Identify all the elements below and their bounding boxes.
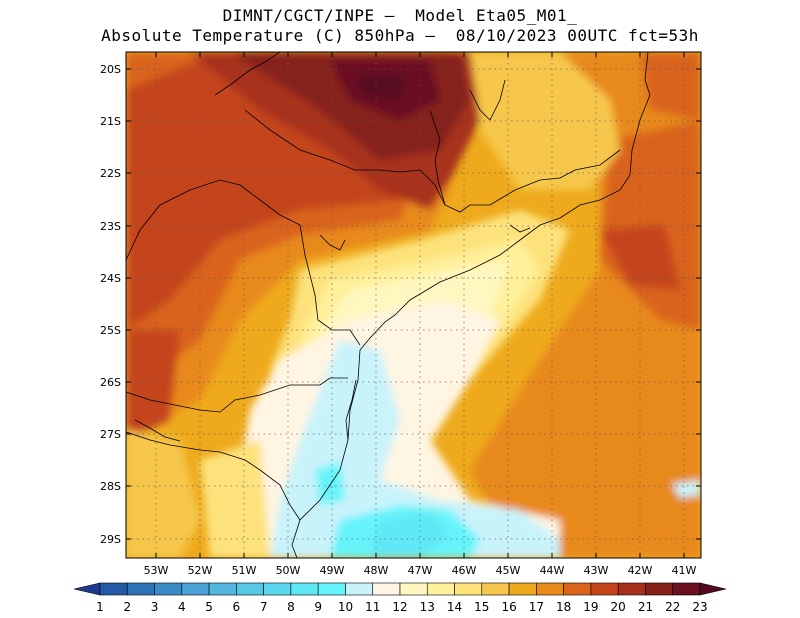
colorbar-label: 18 <box>556 600 571 614</box>
lat-label: 22S <box>100 167 121 180</box>
colorbar-label: 10 <box>338 600 353 614</box>
colorbar-bin <box>290 582 319 596</box>
lon-label: 43W <box>584 564 609 577</box>
latitude-labels: 20S 21S 22S 23S 24S 25S 26S 27S 28S 29S <box>100 63 121 546</box>
longitude-labels: 53W 52W 51W 50W 49W 48W 47W 46W 45W 44W 43W 42W 41W <box>144 564 697 577</box>
colorbar-bin <box>208 582 237 596</box>
colorbar-label: 7 <box>260 600 268 614</box>
lon-label: 41W <box>672 564 697 577</box>
colorbar-label: 20 <box>611 600 626 614</box>
colorbar-bin <box>126 582 155 596</box>
lon-label: 46W <box>452 564 477 577</box>
lon-label: 45W <box>496 564 521 577</box>
lon-label: 48W <box>364 564 389 577</box>
lat-label: 28S <box>100 480 121 493</box>
lon-label: 53W <box>144 564 169 577</box>
colorbar-arrow-low <box>73 582 101 596</box>
colorbar-label: 17 <box>529 600 544 614</box>
lat-label: 20S <box>100 63 121 76</box>
lon-label: 44W <box>540 564 565 577</box>
colorbar-label: 3 <box>151 600 159 614</box>
coastline-and-borders <box>126 52 651 558</box>
lat-label: 26S <box>100 376 121 389</box>
colorbar-bin <box>481 582 510 596</box>
colorbar-bin <box>181 582 210 596</box>
lat-label: 24S <box>100 272 121 285</box>
lat-label: 21S <box>100 115 121 128</box>
colorbar-bin <box>508 582 537 596</box>
colorbar-label: 22 <box>665 600 680 614</box>
colorbar-label: 23 <box>692 600 707 614</box>
chart-title-line-2: Absolute Temperature (C) 850hPa – 08/10/… <box>101 26 699 45</box>
colorbar-label: 21 <box>638 600 653 614</box>
colorbar-bin <box>263 582 292 596</box>
colorbar-label: 12 <box>392 600 407 614</box>
colorbar-label: 6 <box>233 600 241 614</box>
lon-label: 50W <box>276 564 301 577</box>
lat-lon-grid <box>126 52 701 558</box>
colorbar-label: 9 <box>314 600 322 614</box>
colorbar-arrow-high <box>699 582 727 596</box>
colorbar-label: 8 <box>287 600 295 614</box>
colorbar-label: 16 <box>501 600 516 614</box>
lon-label: 49W <box>320 564 345 577</box>
colorbar-label: 4 <box>178 600 186 614</box>
colorbar-bin <box>645 582 674 596</box>
lat-label: 29S <box>100 533 121 546</box>
colorbar-label: 14 <box>447 600 462 614</box>
colorbar-label: 5 <box>205 600 213 614</box>
lon-label: 42W <box>628 564 653 577</box>
lon-label: 52W <box>188 564 213 577</box>
lat-label: 25S <box>100 324 121 337</box>
chart-title-line-1: DIMNT/CGCT/INPE – Model Eta05_M01_ <box>222 6 578 25</box>
axis-ticks <box>126 52 701 558</box>
colorbar-bin <box>154 582 183 596</box>
lat-label: 23S <box>100 220 121 233</box>
colorbar-bin <box>372 582 401 596</box>
colorbar-bin <box>317 582 346 596</box>
colorbar: 1 2 3 4 5 6 7 8 9 10 11 12 13 14 15 16 17 18 19 20 21 22 23 <box>73 582 727 614</box>
colorbar-label: 1 <box>96 600 104 614</box>
colorbar-bin <box>99 582 128 596</box>
colorbar-bin <box>617 582 646 596</box>
colorbar-bin <box>236 582 264 596</box>
colorbar-label: 15 <box>474 600 489 614</box>
colorbar-bin <box>345 582 374 596</box>
colorbar-bin <box>454 582 483 596</box>
colorbar-bin <box>590 582 619 596</box>
colorbar-label: 2 <box>123 600 131 614</box>
temperature-field <box>126 52 701 558</box>
colorbar-label: 19 <box>583 600 598 614</box>
colorbar-label: 11 <box>365 600 380 614</box>
lat-label: 27S <box>100 428 121 441</box>
plot-frame <box>125 51 702 559</box>
lon-label: 51W <box>232 564 257 577</box>
colorbar-bin <box>536 582 564 596</box>
colorbar-bin <box>399 582 428 596</box>
colorbar-bin <box>672 582 701 596</box>
lon-label: 47W <box>408 564 433 577</box>
colorbar-label: 13 <box>420 600 435 614</box>
colorbar-bin <box>563 582 592 596</box>
colorbar-bin <box>426 582 455 596</box>
